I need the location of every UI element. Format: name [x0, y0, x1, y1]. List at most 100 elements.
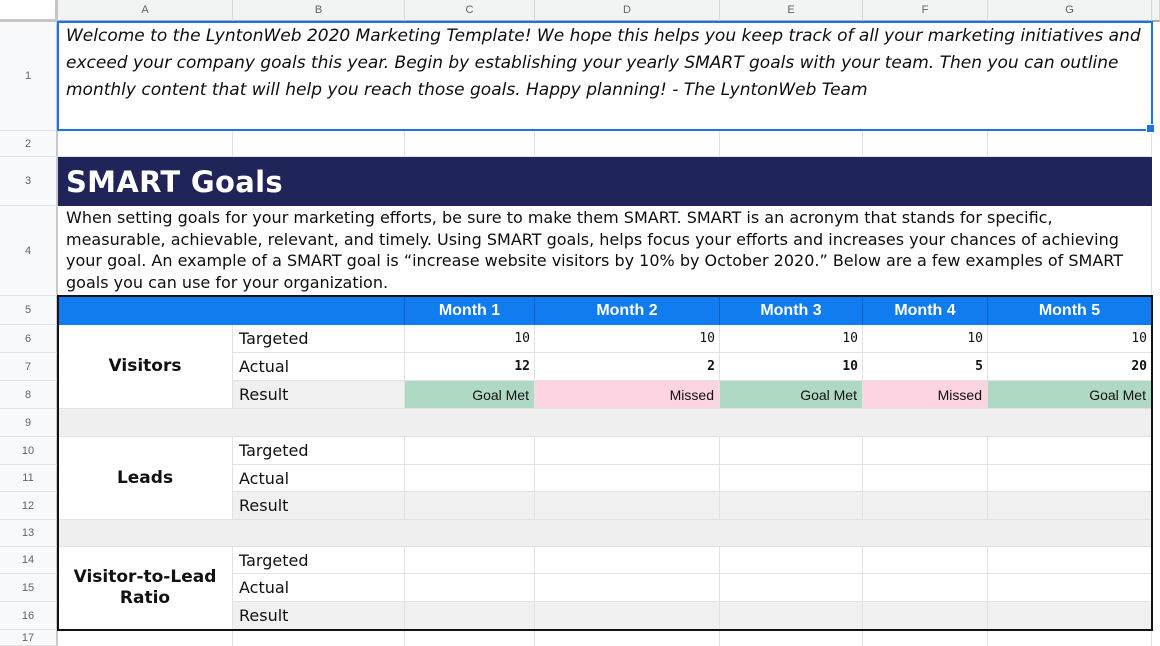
- ratio-targeted-label[interactable]: Targeted: [233, 547, 405, 574]
- ratio-actual-label[interactable]: Actual: [233, 574, 405, 602]
- row-header-8[interactable]: 8: [0, 381, 58, 409]
- cell-e2[interactable]: [720, 131, 863, 157]
- visitors-targeted-m2[interactable]: 10: [535, 325, 720, 353]
- leads-actual-m2[interactable]: [535, 465, 720, 492]
- ratio-result-m3[interactable]: [720, 602, 863, 630]
- group-name-visitors[interactable]: Visitors: [58, 325, 233, 409]
- spacer-band-row9[interactable]: [58, 409, 1152, 437]
- row-header-9[interactable]: 9: [0, 409, 58, 437]
- ratio-actual-m4[interactable]: [863, 574, 988, 602]
- intro-cell[interactable]: Welcome to the LyntonWeb 2020 Marketing …: [58, 22, 1152, 131]
- visitors-actual-label[interactable]: Actual: [233, 353, 405, 381]
- leads-targeted-m3[interactable]: [720, 437, 863, 465]
- leads-actual-m4[interactable]: [863, 465, 988, 492]
- leads-targeted-m4[interactable]: [863, 437, 988, 465]
- column-header-f[interactable]: F: [863, 0, 988, 22]
- leads-result-m5[interactable]: [988, 492, 1152, 520]
- row-header-5[interactable]: 5: [0, 296, 58, 325]
- row-header-4[interactable]: 4: [0, 206, 58, 296]
- visitors-result-m3[interactable]: Goal Met: [720, 381, 863, 409]
- column-header-e[interactable]: E: [720, 0, 863, 22]
- leads-result-label[interactable]: Result: [233, 492, 405, 520]
- ratio-targeted-m4[interactable]: [863, 547, 988, 574]
- row-header-10[interactable]: 10: [0, 437, 58, 465]
- ratio-result-m1[interactable]: [405, 602, 535, 630]
- row-header-16[interactable]: 16: [0, 602, 58, 630]
- column-header-d[interactable]: D: [535, 0, 720, 22]
- ratio-result-label[interactable]: Result: [233, 602, 405, 630]
- cell-e17[interactable]: [720, 630, 863, 646]
- cell-b2[interactable]: [233, 131, 405, 157]
- month-header-1[interactable]: Month 1: [405, 296, 535, 325]
- row-header-14[interactable]: 14: [0, 547, 58, 574]
- row-header-3[interactable]: 3: [0, 157, 58, 206]
- month-header-3[interactable]: Month 3: [720, 296, 863, 325]
- leads-targeted-label[interactable]: Targeted: [233, 437, 405, 465]
- column-header-b[interactable]: B: [233, 0, 405, 22]
- visitors-actual-m1[interactable]: 12: [405, 353, 535, 381]
- leads-result-m1[interactable]: [405, 492, 535, 520]
- spacer-band-row13[interactable]: [58, 520, 1152, 547]
- visitors-targeted-m1[interactable]: 10: [405, 325, 535, 353]
- visitors-targeted-m5[interactable]: 10: [988, 325, 1152, 353]
- visitors-result-m4[interactable]: Missed: [863, 381, 988, 409]
- ratio-actual-m3[interactable]: [720, 574, 863, 602]
- ratio-result-m4[interactable]: [863, 602, 988, 630]
- leads-targeted-m1[interactable]: [405, 437, 535, 465]
- cell-c17[interactable]: [405, 630, 535, 646]
- cell-d2[interactable]: [535, 131, 720, 157]
- cell-f2[interactable]: [863, 131, 988, 157]
- visitors-result-m5[interactable]: Goal Met: [988, 381, 1152, 409]
- section-description[interactable]: When setting goals for your marketing ef…: [58, 206, 1152, 296]
- visitors-actual-m5[interactable]: 20: [988, 353, 1152, 381]
- visitors-result-m2[interactable]: Missed: [535, 381, 720, 409]
- leads-targeted-m2[interactable]: [535, 437, 720, 465]
- leads-targeted-m5[interactable]: [988, 437, 1152, 465]
- month-header-empty[interactable]: [58, 296, 405, 325]
- cell-g17[interactable]: [988, 630, 1152, 646]
- cell-a17[interactable]: [58, 630, 233, 646]
- row-header-13[interactable]: 13: [0, 520, 58, 547]
- leads-actual-m3[interactable]: [720, 465, 863, 492]
- visitors-actual-m3[interactable]: 10: [720, 353, 863, 381]
- cell-f17[interactable]: [863, 630, 988, 646]
- fill-handle[interactable]: [1146, 124, 1155, 133]
- month-header-5[interactable]: Month 5: [988, 296, 1152, 325]
- visitors-targeted-m3[interactable]: 10: [720, 325, 863, 353]
- ratio-result-m2[interactable]: [535, 602, 720, 630]
- leads-result-m2[interactable]: [535, 492, 720, 520]
- leads-result-m4[interactable]: [863, 492, 988, 520]
- leads-result-m3[interactable]: [720, 492, 863, 520]
- column-header-a[interactable]: A: [58, 0, 233, 22]
- row-header-11[interactable]: 11: [0, 465, 58, 492]
- row-header-15[interactable]: 15: [0, 574, 58, 602]
- row-header-7[interactable]: 7: [0, 353, 58, 381]
- row-header-2[interactable]: 2: [0, 131, 58, 157]
- cell-a2[interactable]: [58, 131, 233, 157]
- group-name-leads[interactable]: Leads: [58, 437, 233, 520]
- row-header-17[interactable]: 17: [0, 630, 58, 646]
- cell-c2[interactable]: [405, 131, 535, 157]
- month-header-2[interactable]: Month 2: [535, 296, 720, 325]
- ratio-targeted-m5[interactable]: [988, 547, 1152, 574]
- visitors-actual-m2[interactable]: 2: [535, 353, 720, 381]
- column-header-g[interactable]: G: [988, 0, 1152, 22]
- leads-actual-m5[interactable]: [988, 465, 1152, 492]
- visitors-result-m1[interactable]: Goal Met: [405, 381, 535, 409]
- cell-d17[interactable]: [535, 630, 720, 646]
- visitors-result-label[interactable]: Result: [233, 381, 405, 409]
- section-title[interactable]: SMART Goals: [58, 157, 1152, 206]
- visitors-targeted-label[interactable]: Targeted: [233, 325, 405, 353]
- row-header-1[interactable]: 1: [0, 22, 58, 131]
- leads-actual-label[interactable]: Actual: [233, 465, 405, 492]
- column-header-c[interactable]: C: [405, 0, 535, 22]
- ratio-actual-m5[interactable]: [988, 574, 1152, 602]
- row-header-12[interactable]: 12: [0, 492, 58, 520]
- select-all-corner[interactable]: [0, 0, 58, 22]
- cell-g2[interactable]: [988, 131, 1152, 157]
- leads-actual-m1[interactable]: [405, 465, 535, 492]
- row-header-6[interactable]: 6: [0, 325, 58, 353]
- ratio-actual-m1[interactable]: [405, 574, 535, 602]
- visitors-actual-m4[interactable]: 5: [863, 353, 988, 381]
- ratio-targeted-m2[interactable]: [535, 547, 720, 574]
